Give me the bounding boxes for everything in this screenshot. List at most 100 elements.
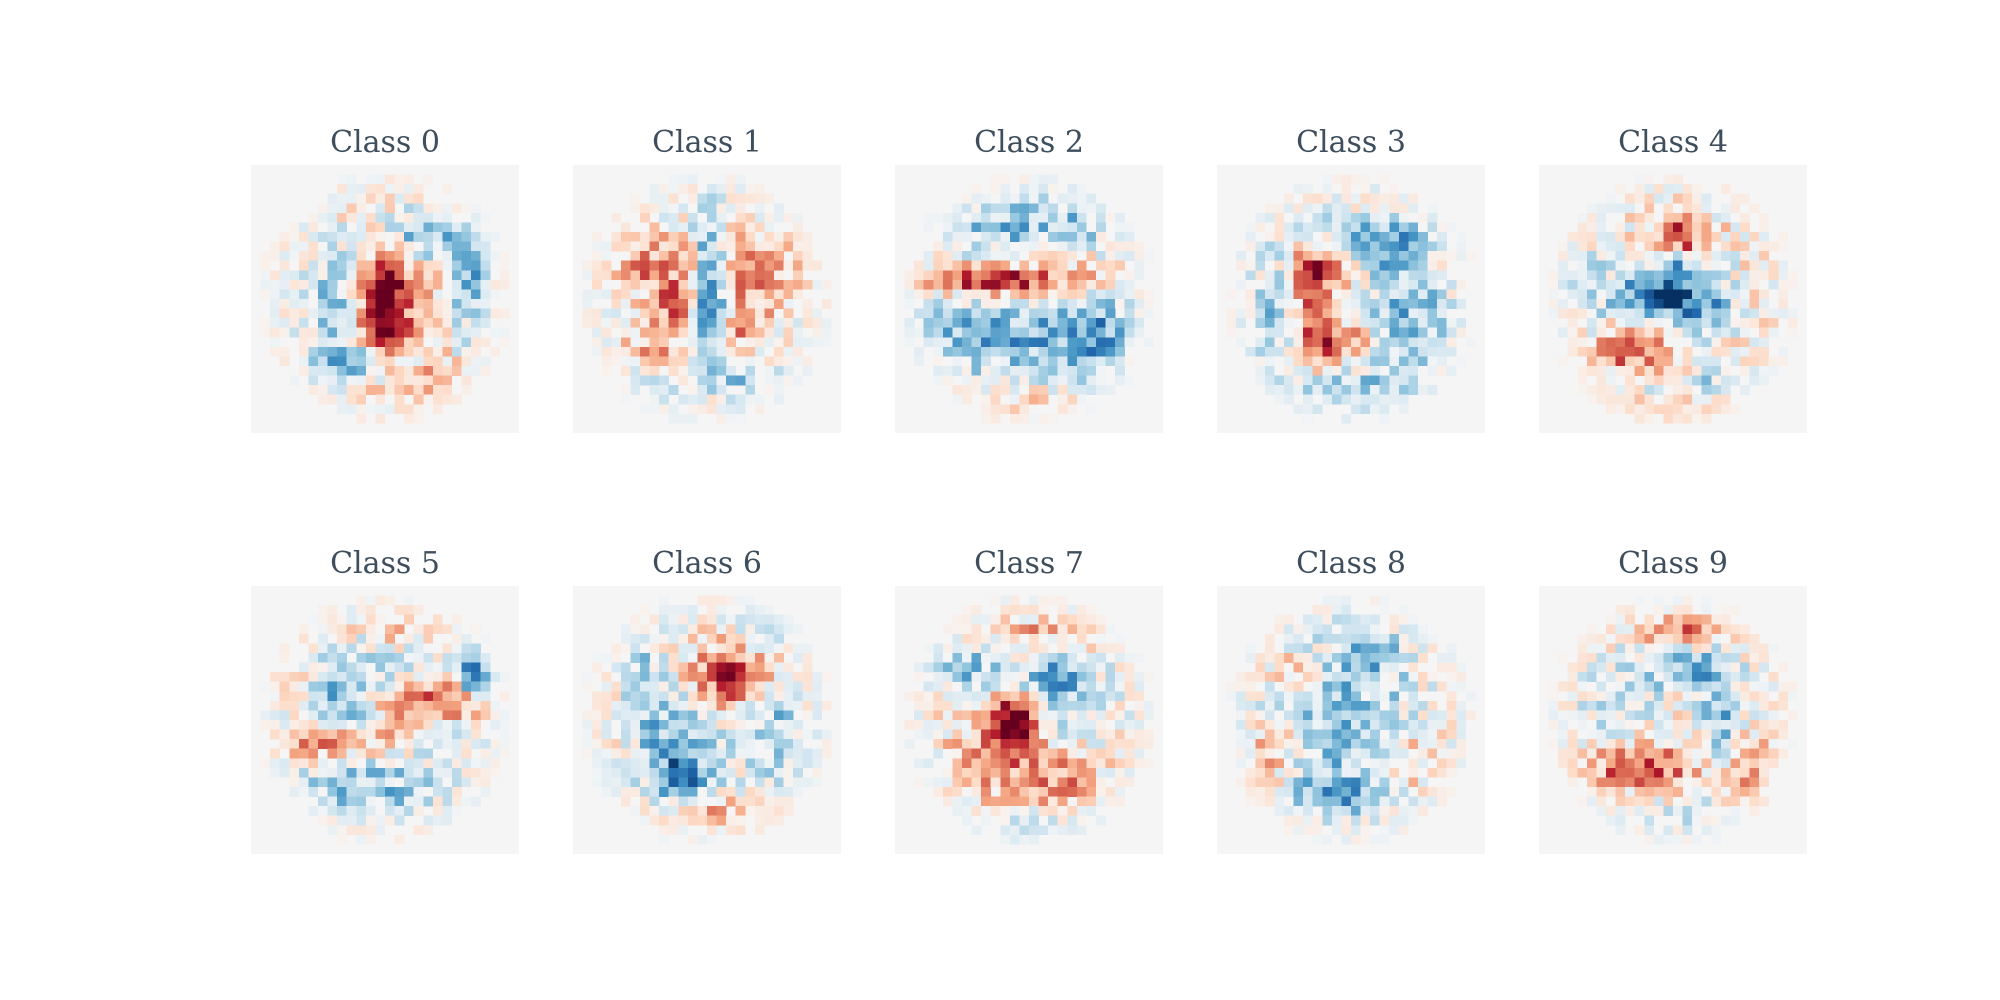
heatmap-cell: [1644, 787, 1655, 797]
heatmap-cell: [952, 806, 963, 816]
heatmap-cell: [1389, 375, 1400, 386]
heatmap-cell: [1701, 385, 1712, 395]
heatmap-cell: [620, 279, 631, 290]
heatmap-cell: [1586, 366, 1597, 376]
heatmap-cell: [582, 681, 593, 692]
heatmap-cell: [640, 796, 650, 807]
heatmap-cell: [1293, 232, 1304, 242]
heatmap-cell: [1749, 346, 1760, 357]
heatmap-cell: [659, 289, 669, 300]
heatmap-cell: [697, 366, 708, 376]
heatmap-cell: [754, 605, 765, 615]
heatmap-cell: [942, 327, 953, 338]
heatmap-cell: [1096, 681, 1106, 692]
heatmap-cell: [1653, 260, 1664, 271]
heatmap-cell: [1096, 815, 1106, 826]
heatmap-cell: [821, 748, 832, 759]
heatmap-cell: [1418, 806, 1428, 816]
heatmap-cell: [1322, 270, 1333, 281]
heatmap-cell: [812, 710, 823, 721]
heatmap-cell: [1312, 729, 1323, 740]
heatmap-cell: [1245, 739, 1256, 749]
heatmap-cell: [1663, 270, 1674, 281]
heatmap-cell: [952, 767, 963, 778]
heatmap-cell: [1360, 212, 1371, 223]
heatmap-cell: [1370, 279, 1380, 290]
heatmap-cell: [649, 356, 660, 367]
heatmap-cell: [1720, 289, 1731, 300]
heatmap-cell: [1577, 700, 1588, 711]
heatmap-cell: [279, 691, 290, 702]
heatmap-cell: [971, 672, 982, 682]
heatmap-cell: [754, 212, 765, 223]
heatmap-cell: [1682, 203, 1693, 214]
heatmap-cell: [1418, 270, 1428, 281]
heatmap-cell: [754, 327, 765, 338]
heatmap-cell: [1634, 327, 1645, 338]
heatmap-cell: [611, 643, 622, 654]
heatmap-cell: [1778, 691, 1789, 702]
heatmap-cell: [1692, 203, 1702, 214]
heatmap-cell: [404, 289, 414, 300]
heatmap-cell: [1398, 815, 1409, 826]
heatmap-cell: [1000, 825, 1011, 836]
heatmap-cell: [1312, 337, 1323, 348]
heatmap-cell: [754, 260, 765, 271]
heatmap-cell: [327, 203, 338, 214]
heatmap-cell: [452, 614, 462, 625]
heatmap-cell: [1067, 787, 1078, 797]
heatmap-cell: [1644, 806, 1655, 816]
heatmap-cell: [1673, 299, 1683, 309]
heatmap-cell: [356, 241, 367, 252]
heatmap-cell: [1749, 279, 1760, 290]
heatmap-cell: [394, 815, 405, 826]
heatmap-cell: [783, 289, 794, 300]
heatmap-cell: [1048, 691, 1058, 702]
heatmap-cell: [1673, 777, 1683, 788]
heatmap-cell: [1312, 241, 1323, 252]
heatmap-cell: [601, 337, 612, 348]
heatmap-cell: [1019, 232, 1030, 242]
heatmap-cell: [1615, 691, 1626, 702]
heatmap-cell: [1682, 222, 1693, 233]
heatmap-cell: [1634, 394, 1645, 405]
heatmap-cell: [1711, 681, 1722, 692]
heatmap-cell: [423, 327, 434, 338]
heatmap-cell: [620, 222, 631, 233]
heatmap-cell: [1322, 337, 1333, 348]
heatmap-cell: [1456, 327, 1467, 338]
heatmap-cell: [1086, 385, 1097, 395]
heatmap-cell: [1644, 318, 1655, 328]
heatmap-cell: [745, 193, 756, 204]
heatmap-cell: [346, 279, 357, 290]
heatmap-cell: [1586, 394, 1597, 405]
heatmap-cell: [1711, 748, 1722, 759]
heatmap-cell: [1284, 241, 1294, 252]
heatmap-cell: [1673, 681, 1683, 692]
heatmap-cell: [611, 777, 622, 788]
heatmap-cell: [1701, 308, 1712, 319]
heatmap-cell: [1749, 796, 1760, 807]
heatmap-cell: [327, 193, 338, 204]
heatmap-cell: [1019, 834, 1030, 845]
heatmap-cell: [1360, 796, 1371, 807]
heatmap-cell: [1586, 212, 1597, 223]
heatmap-cell: [337, 337, 347, 348]
heatmap-cell: [764, 662, 775, 673]
heatmap-cell: [1360, 308, 1371, 319]
heatmap-cell: [327, 279, 338, 290]
heatmap-cell: [1124, 662, 1135, 673]
heatmap-cell: [423, 691, 434, 702]
heatmap-cell: [1644, 404, 1655, 415]
heatmap-cell: [365, 643, 376, 654]
heatmap-cell: [1331, 318, 1342, 328]
heatmap-cell: [620, 681, 631, 692]
heatmap-cell: [1625, 787, 1635, 797]
heatmap-cell: [802, 729, 813, 740]
heatmap-cell: [375, 653, 386, 663]
heatmap-cell: [1596, 662, 1607, 673]
heatmap-cell: [914, 356, 924, 367]
heatmap-cell: [1096, 327, 1106, 338]
heatmap-cell: [1076, 241, 1087, 252]
heatmap-cell: [270, 729, 280, 740]
